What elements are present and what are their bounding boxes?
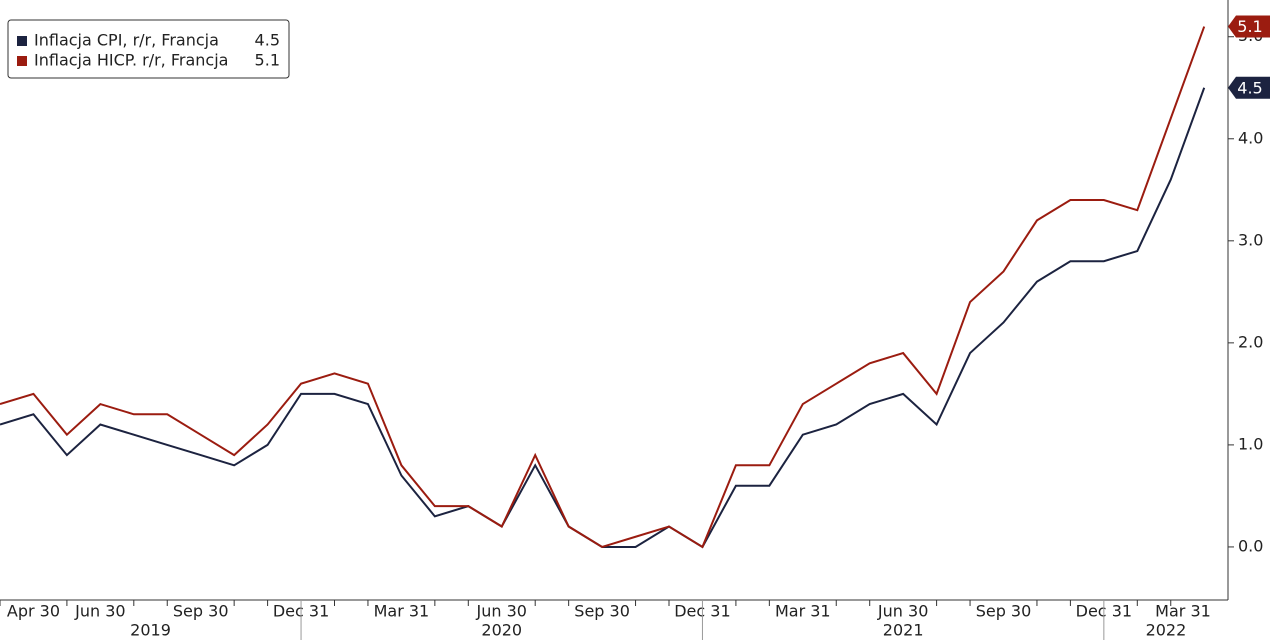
y-tick-label: 0.0 [1238,536,1263,555]
year-label: 2019 [130,621,171,640]
year-label: 2022 [1146,621,1187,640]
x-tick-label: Sep 30 [574,602,630,621]
x-tick-label: Mar 31 [374,602,430,621]
last-value-label: 4.5 [1237,78,1262,97]
legend-label: Inflacja HICP. r/r, Francja [34,51,228,70]
y-tick-label: 3.0 [1238,230,1263,249]
y-tick-label: 1.0 [1238,434,1263,453]
year-label: 2021 [883,621,924,640]
x-tick-label: Mar 31 [775,602,831,621]
x-tick-label: Jun 30 [74,602,125,621]
year-label: 2020 [481,621,522,640]
series-line [0,87,1206,549]
legend-value: 5.1 [255,51,280,70]
x-tick-label: Sep 30 [173,602,229,621]
x-tick-label: Jun 30 [476,602,527,621]
legend: Inflacja CPI, r/r, Francja 4.5 Inflacja HI… [7,19,290,79]
legend-swatch [17,36,27,46]
x-tick-label: Jun 30 [877,602,928,621]
series-line [0,26,1206,549]
legend-label: Inflacja CPI, r/r, Francja [34,31,219,50]
y-tick-label: 2.0 [1238,332,1263,351]
y-tick-label: 4.0 [1238,128,1263,147]
x-tick-label: Mar 31 [1155,602,1211,621]
last-value-label: 5.1 [1237,17,1262,36]
legend-value: 4.5 [255,31,280,50]
x-tick-label: Sep 30 [976,602,1032,621]
legend-swatch [17,56,27,66]
last-value-flag [1228,15,1270,38]
x-tick-label: Apr 30 [7,602,60,621]
last-value-flag [1228,76,1270,99]
legend-box [7,19,290,79]
